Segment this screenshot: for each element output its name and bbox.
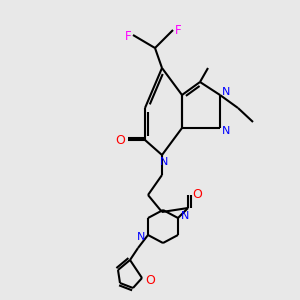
Text: N: N	[181, 211, 189, 221]
Text: N: N	[137, 232, 145, 242]
Text: F: F	[125, 29, 131, 43]
Text: O: O	[192, 188, 202, 200]
Text: O: O	[115, 134, 125, 146]
Text: N: N	[222, 87, 230, 97]
Text: F: F	[175, 25, 181, 38]
Text: N: N	[222, 126, 230, 136]
Text: N: N	[160, 157, 168, 167]
Text: O: O	[145, 274, 155, 287]
